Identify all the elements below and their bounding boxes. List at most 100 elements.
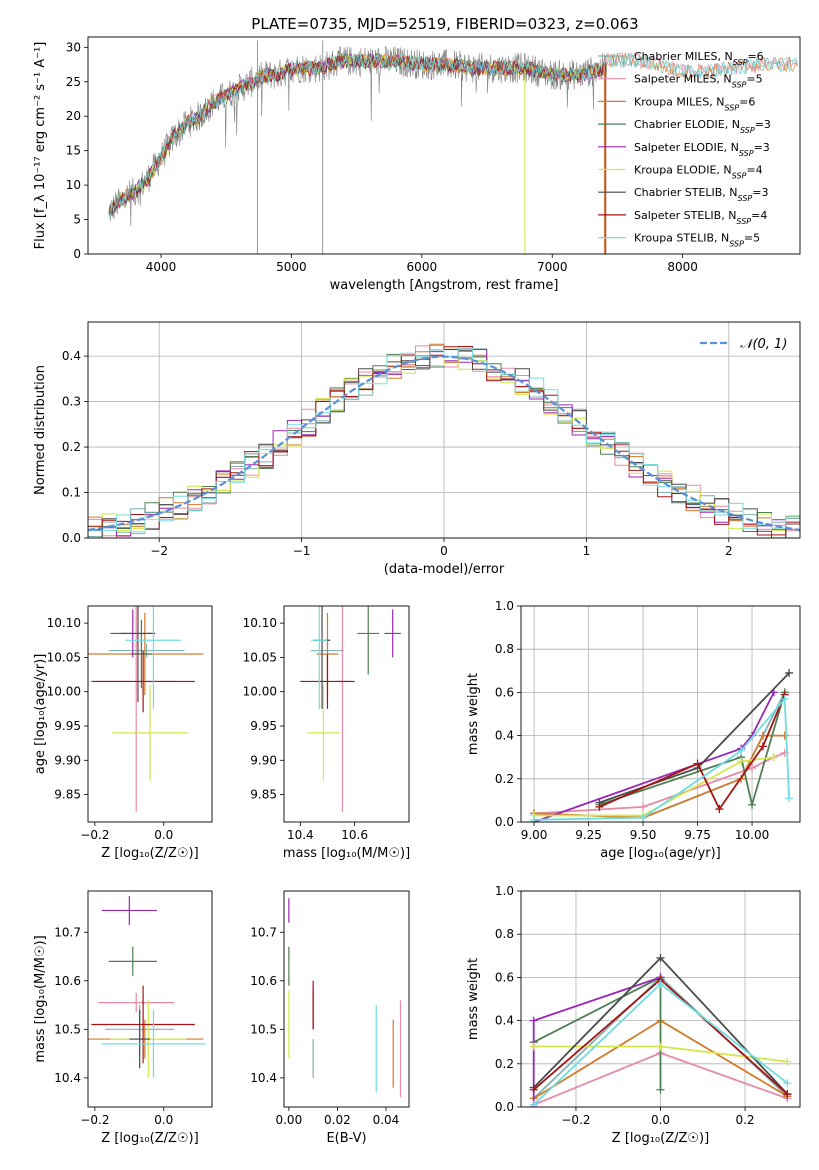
weight-marker <box>780 694 789 703</box>
legend-label: Chabrier MILES, NSSP=6 <box>634 50 764 67</box>
x-axis-label: E(B-V) <box>326 1131 366 1146</box>
y-tick-label: 0.4 <box>62 349 81 363</box>
legend-subscript: SSP <box>739 148 754 157</box>
weight-marker <box>783 1090 792 1099</box>
legend-eq: =6 <box>739 95 755 108</box>
axes-frame <box>283 605 410 823</box>
weight-marker <box>758 742 767 751</box>
legend-subscript: SSP <box>736 216 751 225</box>
weight-marker <box>737 746 746 755</box>
y-axis-label: mass weight <box>466 958 481 1040</box>
x-tick-label: 0.2 <box>735 1113 754 1127</box>
x-tick-label: 0.0 <box>154 1113 173 1127</box>
y-tick-label: 10.10 <box>243 616 277 630</box>
panel-spectrum: 4000 5000 6000 7000 8000 0 5 10 15 20 25 30 waveleng… <box>33 36 801 293</box>
legend-label: Kroupa MILES, NSSP=6 <box>634 95 755 112</box>
x-tick-label: 6000 <box>407 260 438 274</box>
legend-subscript: SSP <box>738 194 753 203</box>
legend: 𝒩(0, 1) <box>700 337 787 352</box>
weight-marker <box>783 1057 792 1066</box>
y-tick-label: 0.0 <box>62 531 81 545</box>
panel-weight-vs-Z: −0.2 0.0 0.2 0.0 0.2 0.4 0.6 0.8 1.0 Z [log₁₀(Z/Z… <box>466 884 801 1146</box>
y-axis-label: age [log₁₀(age/yr)] <box>33 654 48 775</box>
legend-label: Chabrier STELIB, NSSP=3 <box>634 186 768 203</box>
weight-marker <box>758 731 767 740</box>
y-tick-label: 0 <box>73 247 81 261</box>
axes-frame <box>520 605 801 823</box>
grid <box>521 605 800 823</box>
panel-age-vs-mass: 10.4 10.6 9.85 9.90 9.95 10.00 10.05 10.10 mass … <box>243 605 410 861</box>
y-tick-label: 0.3 <box>62 395 81 409</box>
panel-age-vs-Z: −0.2 0.0 9.85 9.90 9.95 10.00 10.05 10.10 Z [log… <box>33 605 213 861</box>
legend-subscript: SSP <box>732 80 747 89</box>
y-tick-label: 0.6 <box>495 970 514 984</box>
axes-frame <box>87 605 213 823</box>
y-tick-label: 10.10 <box>47 616 81 630</box>
legend-text: Kroupa STELIB, N <box>634 232 729 245</box>
x-tick-label: 0.00 <box>275 1113 302 1127</box>
axes-frame <box>87 890 213 1108</box>
x-tick-label: 0.04 <box>373 1113 400 1127</box>
weight-marker <box>785 668 794 677</box>
y-tick-label: 25 <box>66 75 81 89</box>
y-tick-label: 0.4 <box>495 1014 514 1028</box>
y-tick-label: 9.85 <box>54 788 81 802</box>
x-tick-label: 10.6 <box>341 828 368 842</box>
weight-line-kroupa-elodie <box>534 756 774 817</box>
x-tick-label: 4000 <box>146 260 177 274</box>
weight-marker <box>656 979 665 988</box>
y-tick-label: 0.2 <box>495 772 514 786</box>
weight-marker <box>529 1042 538 1051</box>
weight-marker <box>693 759 702 768</box>
legend-label: Salpeter MILES, NSSP=5 <box>634 73 763 90</box>
x-tick-label: 9.75 <box>684 828 711 842</box>
y-tick-label: 10.4 <box>250 1071 277 1085</box>
legend-text: Chabrier ELODIE, N <box>634 118 740 131</box>
weight-marker <box>639 802 648 811</box>
x-tick-label: 10.4 <box>287 828 314 842</box>
y-tick-label: 10.6 <box>54 974 81 988</box>
y-tick-label: 0.8 <box>495 927 514 941</box>
legend-text: Salpeter MILES, N <box>634 73 732 86</box>
y-tick-label: 0.8 <box>495 642 514 656</box>
legend-text: Kroupa MILES, N <box>634 95 724 108</box>
x-tick-label: 9.00 <box>521 828 548 842</box>
x-tick-label: −2 <box>150 544 168 558</box>
x-tick-label: 8000 <box>667 260 698 274</box>
y-axis-label: Flux [f_λ 10⁻¹⁷ erg cm⁻² s⁻¹ A⁻¹] <box>33 42 48 250</box>
weight-marker <box>656 1042 665 1051</box>
y-tick-label: 9.85 <box>250 788 277 802</box>
y-tick-label: 10 <box>66 178 81 192</box>
plot-area <box>88 606 204 812</box>
x-tick-label: 10.00 <box>735 828 769 842</box>
x-tick-label: −0.2 <box>80 828 109 842</box>
weight-marker <box>748 764 757 772</box>
y-tick-label: 20 <box>66 109 81 123</box>
x-tick-label: 1 <box>583 544 591 558</box>
y-tick-label: 0.6 <box>495 685 514 699</box>
y-tick-label: 10.05 <box>47 650 81 664</box>
legend-text: Kroupa ELODIE, N <box>634 164 732 177</box>
legend-eq: =3 <box>755 118 771 131</box>
panel-residuals: −2 −1 0 1 2 0.0 0.1 0.2 0.3 0.4 (data-model)/error… <box>33 321 801 577</box>
legend-subscript: SSP <box>733 58 748 67</box>
legend-text: Salpeter ELODIE, N <box>634 141 739 154</box>
x-axis-label: Z [log₁₀(Z/Z☉)] <box>101 1131 198 1146</box>
model-spectrum-salpeter-stelib <box>108 53 604 213</box>
y-tick-label: 30 <box>66 40 81 54</box>
weight-marker <box>748 800 757 809</box>
y-tick-label: 10.5 <box>250 1022 277 1036</box>
gaussian-curve <box>88 355 800 532</box>
weight-line-chabrier-elodie <box>599 692 786 809</box>
legend-text: Chabrier STELIB, N <box>634 186 738 199</box>
legend-label: Kroupa ELODIE, NSSP=4 <box>634 164 763 181</box>
y-tick-label: 9.90 <box>54 753 81 767</box>
x-tick-label: 0.0 <box>154 828 173 842</box>
weight-line-salpeter-stelib <box>599 694 786 811</box>
plot-area <box>108 40 798 254</box>
legend-label: Salpeter ELODIE, NSSP=3 <box>634 141 770 158</box>
x-axis-label: wavelength [Angstrom, rest frame] <box>330 278 559 293</box>
model-spectrum-kroupa-stelib <box>108 52 798 218</box>
